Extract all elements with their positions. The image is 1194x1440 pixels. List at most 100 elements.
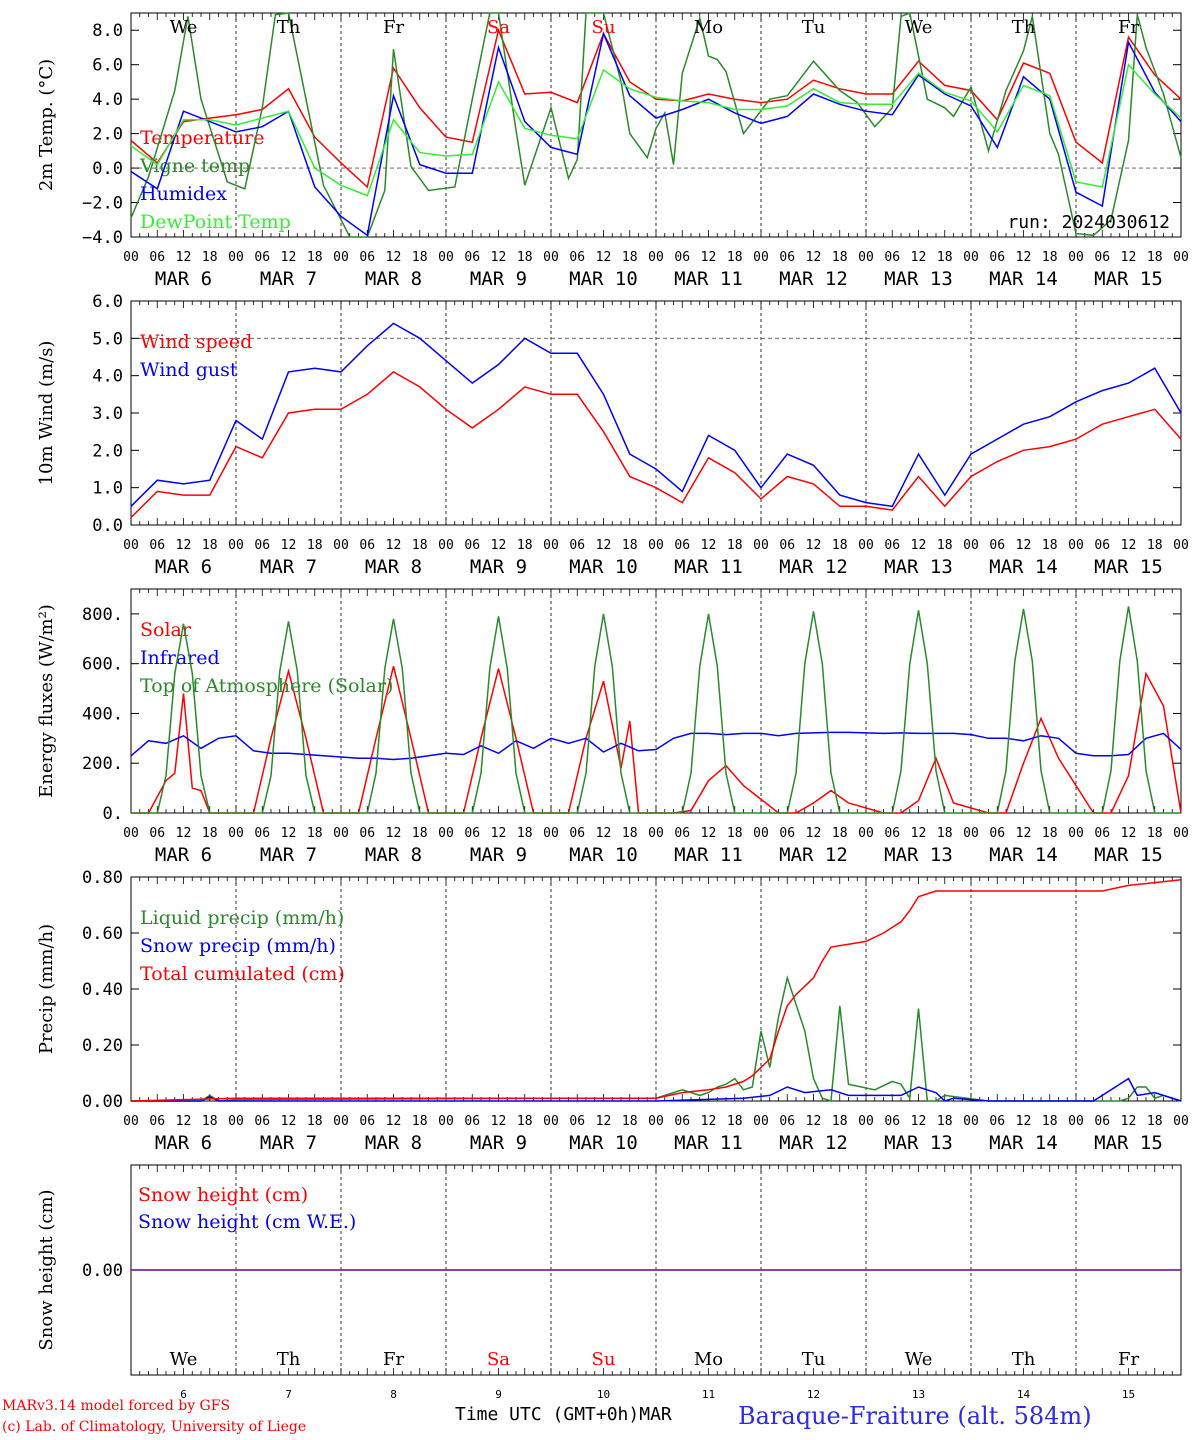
x-hour-label: 00: [543, 538, 559, 553]
x-hour-label: 06: [464, 250, 480, 265]
day-number-label: 9: [495, 1388, 502, 1401]
legend-entry: Wind speed: [140, 331, 252, 353]
x-hour-label: 06: [884, 250, 900, 265]
x-hour-label: 06: [779, 538, 795, 553]
x-hour-label: 00: [1173, 538, 1189, 553]
x-hour-label: 18: [937, 1114, 953, 1129]
weekday-label-top: Th: [1012, 17, 1036, 38]
chart-panel-4: 0.00 0.20 0.40 0.60 0.80 Precip (mm/h) Liquid …: [36, 868, 1189, 1154]
x-hour-label: 18: [202, 538, 218, 553]
x-hour-label: 18: [832, 1114, 848, 1129]
x-date-label: MAR 10: [569, 1132, 638, 1154]
weekday-label-bottom: Th: [277, 1349, 301, 1370]
x-hour-label: 00: [1068, 538, 1084, 553]
x-hour-label: 00: [648, 538, 664, 553]
x-date-label: MAR 14: [989, 556, 1058, 578]
x-hour-label: 12: [386, 1114, 402, 1129]
x-hour-label: 12: [281, 1114, 297, 1129]
x-date-label: MAR 7: [260, 1132, 317, 1154]
x-date-label: MAR 10: [569, 556, 638, 578]
x-hour-label: 06: [779, 250, 795, 265]
legend-entry: Snow height (cm): [138, 1184, 308, 1206]
x-hour-label: 18: [832, 250, 848, 265]
x-hour-label: 18: [412, 250, 428, 265]
legend-entry: Infrared: [140, 647, 220, 669]
y-tick-label: 6.0: [92, 56, 123, 76]
time-axis-month: MAR: [639, 1404, 672, 1425]
time-axis-label: Time UTC (GMT+0h)MAR: [455, 1404, 672, 1425]
x-hour-label: 18: [832, 538, 848, 553]
x-hour-label: 06: [989, 826, 1005, 841]
x-date-label: MAR 6: [155, 268, 212, 290]
chart-panel-5: 0.00 Snow height (cm) Snow height (cm) Snow…: [36, 1164, 1182, 1376]
x-hour-label: 06: [359, 250, 375, 265]
series-line-total-cumulated-cm-: [130, 879, 1182, 1102]
x-hour-label: 00: [228, 826, 244, 841]
x-hour-label: 12: [491, 250, 507, 265]
x-hour-label: 00: [123, 538, 139, 553]
y-tick-label: 600.: [82, 655, 123, 675]
x-hour-label: 00: [438, 826, 454, 841]
y-tick-label: −2.0: [82, 194, 123, 214]
y-tick-label: 0.00: [82, 1092, 123, 1112]
x-hour-label: 00: [1068, 1114, 1084, 1129]
x-hour-label: 00: [858, 826, 874, 841]
x-hour-label: 06: [989, 538, 1005, 553]
x-hour-label: 06: [254, 538, 270, 553]
x-date-label: MAR 13: [884, 268, 953, 290]
x-date-label: MAR 8: [365, 556, 422, 578]
x-date-label: MAR 6: [155, 556, 212, 578]
x-hour-label: 12: [806, 1114, 822, 1129]
legend-entry: Snow height (cm W.E.): [138, 1211, 356, 1233]
weekday-label-top: We: [905, 17, 933, 38]
y-tick-label: 0.80: [82, 868, 123, 888]
x-hour-label: 00: [228, 1114, 244, 1129]
x-hour-label: 18: [832, 826, 848, 841]
series-line-humidex: [130, 31, 1182, 237]
weekday-label-bottom: Th: [1012, 1349, 1036, 1370]
series-line-wind-gust: [130, 322, 1182, 508]
y-tick-label: 0.0: [92, 516, 123, 536]
x-hour-label: 12: [1121, 250, 1137, 265]
x-hour-label: 06: [884, 1114, 900, 1129]
x-hour-label: 18: [937, 826, 953, 841]
x-hour-label: 00: [438, 1114, 454, 1129]
x-date-label: MAR 7: [260, 556, 317, 578]
x-hour-label: 18: [412, 1114, 428, 1129]
y-tick-label: 200.: [82, 754, 123, 774]
x-hour-label: 00: [753, 538, 769, 553]
y-tick-label: 800.: [82, 605, 123, 625]
weekday-label-top: Tu: [802, 17, 826, 38]
x-date-label: MAR 6: [155, 844, 212, 866]
time-axis-text: Time UTC (GMT+0h): [455, 1404, 640, 1425]
x-hour-label: 12: [1121, 538, 1137, 553]
legend-entry: Vigne temp: [139, 155, 250, 177]
y-axis-label: Energy fluxes (W/m²): [36, 604, 57, 798]
series-line-wind-speed: [130, 370, 1182, 519]
x-hour-label: 18: [307, 250, 323, 265]
y-tick-label: 4.0: [92, 367, 123, 387]
x-hour-label: 18: [202, 826, 218, 841]
x-date-label: MAR 14: [989, 844, 1058, 866]
x-hour-label: 12: [596, 250, 612, 265]
y-tick-label: 6.0: [92, 292, 123, 312]
x-hour-label: 18: [1147, 1114, 1163, 1129]
x-hour-label: 12: [911, 538, 927, 553]
y-tick-label: 0.00: [82, 1261, 123, 1281]
x-hour-label: 18: [517, 538, 533, 553]
chart-panel-1: −4.0 −2.0 0.0 2.0 4.0 6.0 8.0 2m Temp. (°C) Temp…: [36, 11, 1189, 290]
x-hour-label: 00: [963, 250, 979, 265]
x-hour-label: 06: [569, 538, 585, 553]
day-number-label: 7: [285, 1388, 292, 1401]
legend-entry: Humidex: [140, 183, 227, 205]
y-tick-label: 2.0: [92, 441, 123, 461]
x-hour-label: 12: [176, 250, 192, 265]
day-number-label: 15: [1122, 1388, 1135, 1401]
weekday-label-top: Fr: [383, 17, 404, 38]
x-hour-label: 06: [884, 538, 900, 553]
x-hour-label: 18: [1042, 538, 1058, 553]
x-hour-label: 12: [701, 250, 717, 265]
x-date-label: MAR 11: [674, 556, 743, 578]
day-number-label: 12: [807, 1388, 820, 1401]
x-hour-label: 12: [386, 538, 402, 553]
